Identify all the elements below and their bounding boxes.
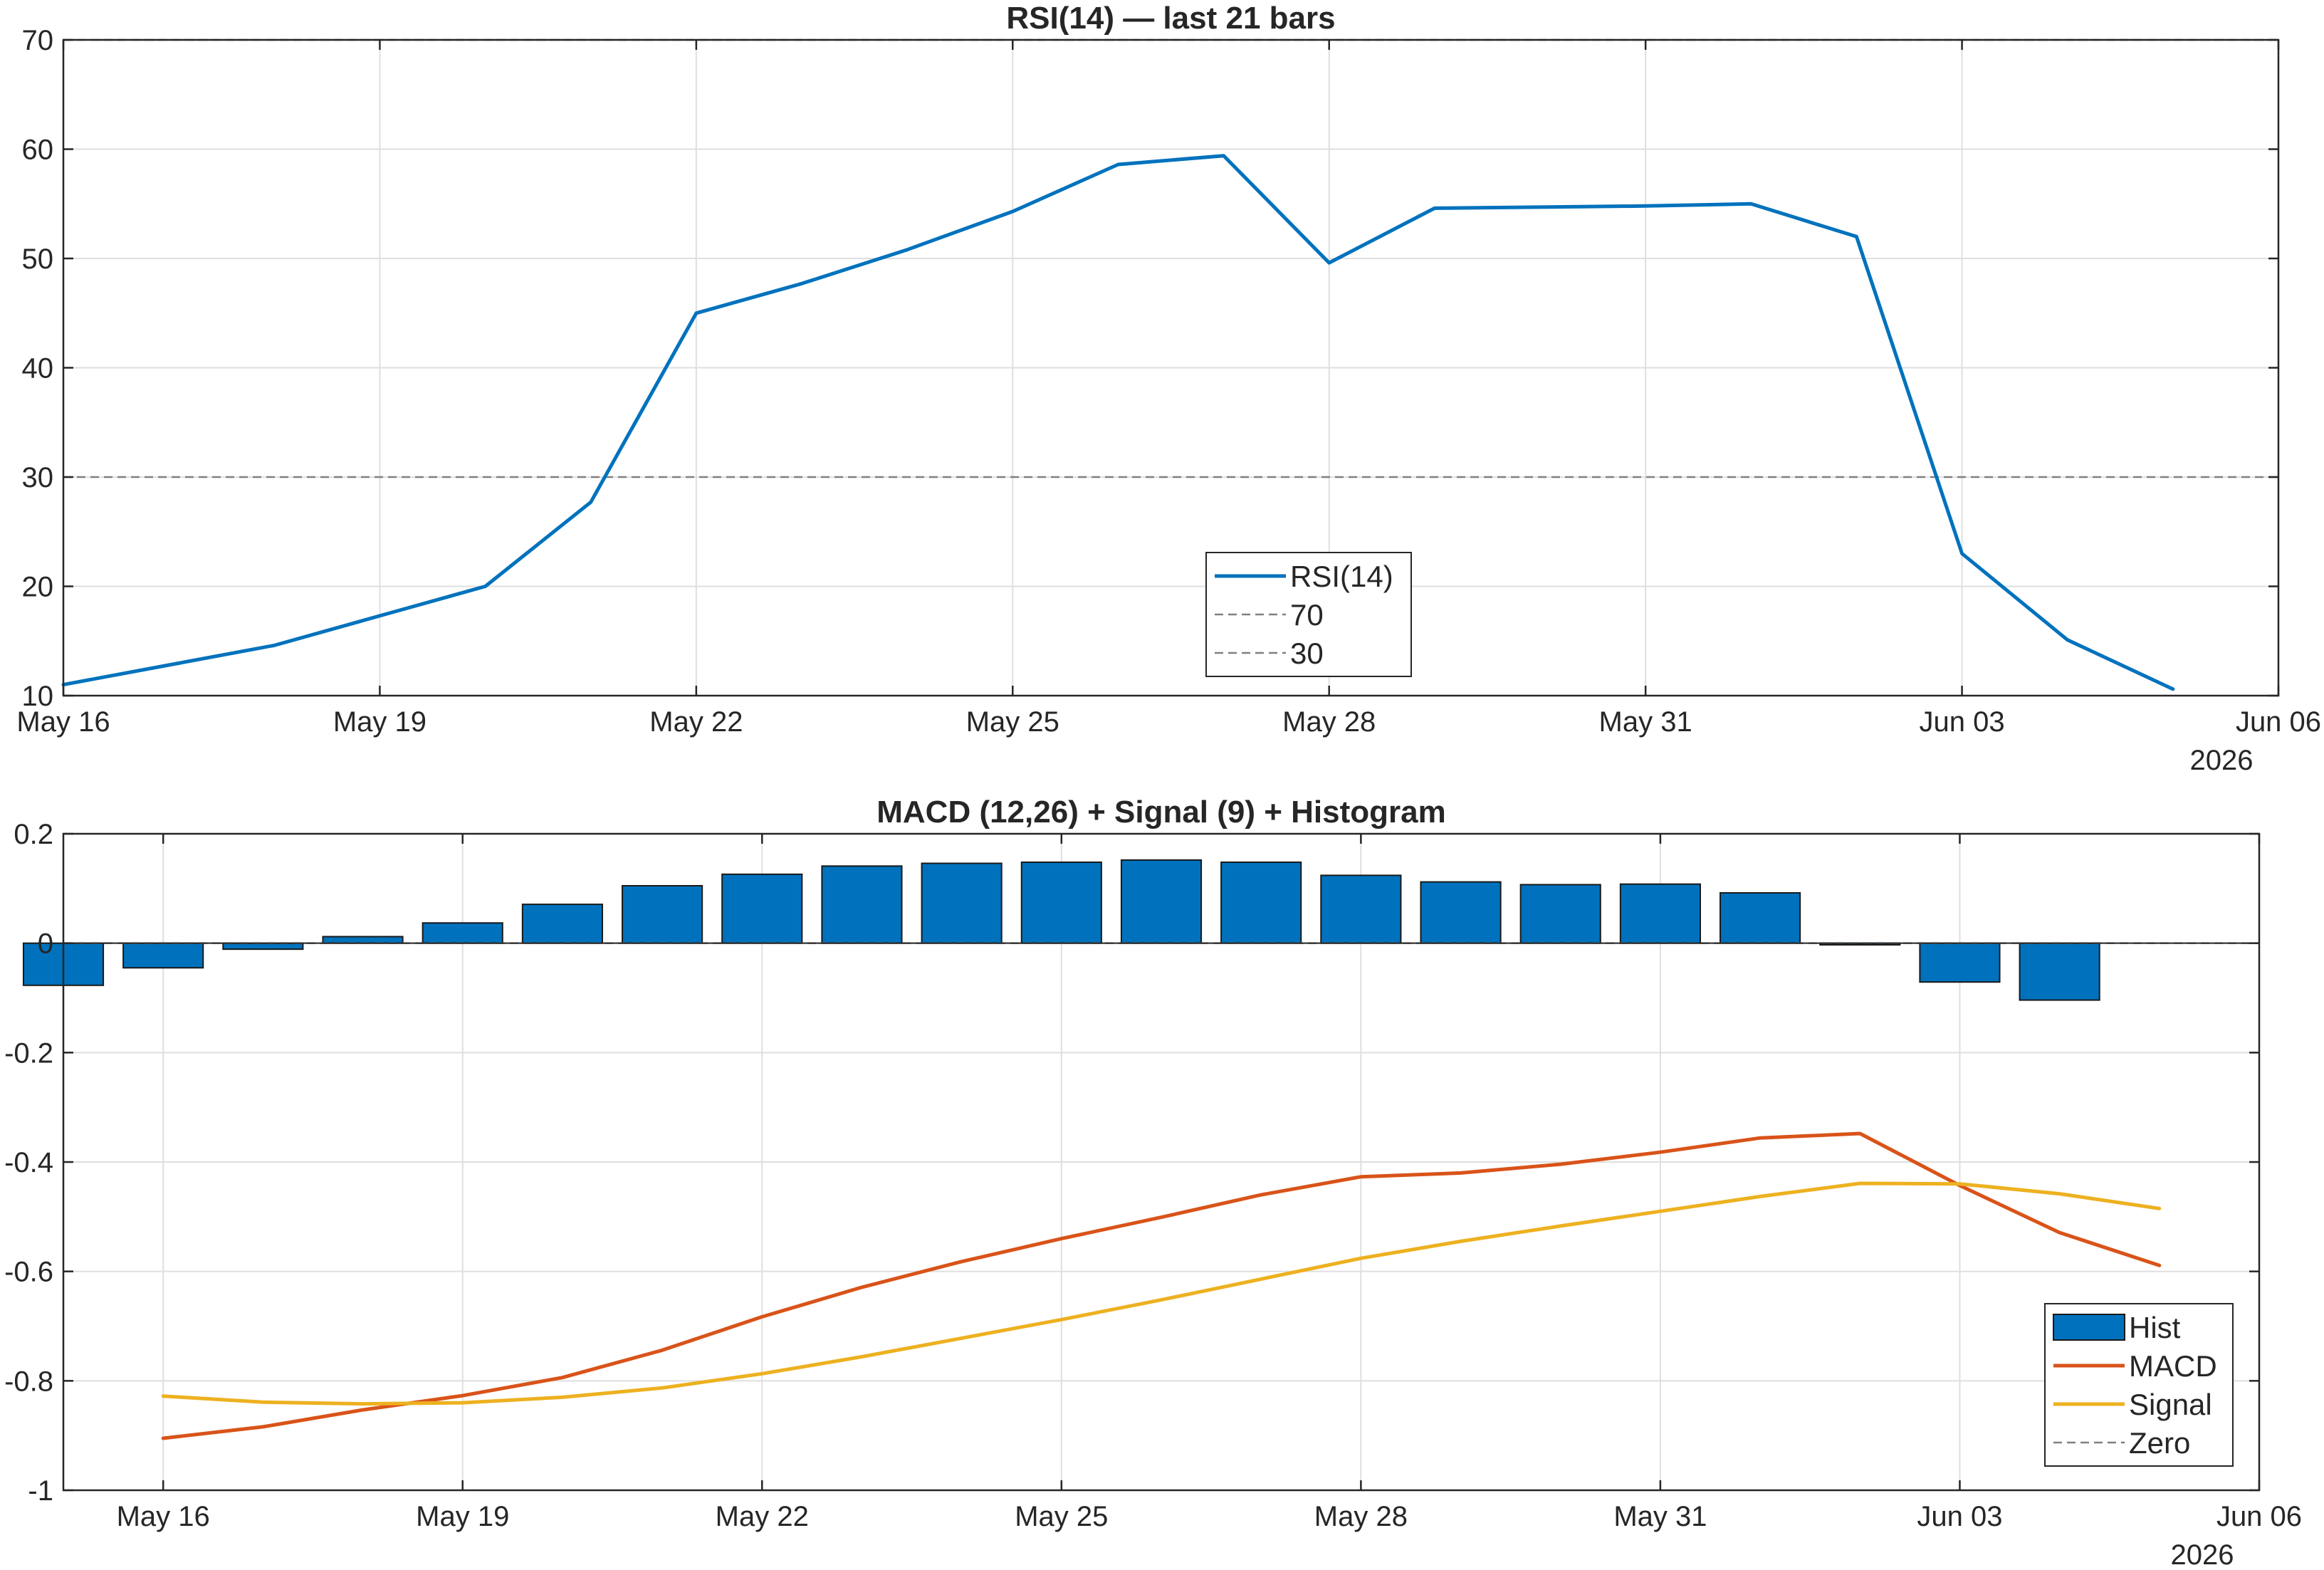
- hist-bar: [721, 873, 803, 944]
- panel-macd: May 16 May 19 May 22 May 25 May 28 May 31 Jun …: [4, 795, 2302, 1570]
- x-tick-label: Jun 06: [2216, 1501, 2302, 1532]
- hist-bar: [1120, 859, 1203, 944]
- legend-label: Hist: [2129, 1311, 2181, 1344]
- x-year-label: 2026: [2171, 1539, 2234, 1566]
- x-tick-label: Jun 03: [1920, 706, 2005, 738]
- y-tick-label: -1: [28, 1475, 53, 1507]
- x-tick-label: May 22: [649, 706, 743, 738]
- hist-bar: [521, 904, 603, 944]
- x-tick-label: Jun 06: [2236, 706, 2321, 738]
- y-tick-label: 60: [22, 135, 54, 166]
- series-line-macd: [161, 1131, 2162, 1440]
- x-tick-label: May 19: [333, 706, 426, 738]
- hist-bar: [1720, 891, 1801, 944]
- hist-bar: [1420, 881, 1502, 944]
- y-tick-label: 70: [22, 25, 54, 56]
- y-tick-label: 30: [22, 462, 54, 493]
- chart-title: MACD (12,26) + Signal (9) + Histogram: [876, 795, 1446, 830]
- x-tick-label: May 19: [416, 1501, 509, 1532]
- chart-title: RSI(14) — last 21 bars: [1006, 1, 1335, 36]
- y-tick-label: -0.2: [4, 1037, 53, 1069]
- y-tick-label: -0.8: [4, 1366, 53, 1397]
- x-tick-label: May 28: [1314, 1501, 1408, 1532]
- hist-bar: [222, 942, 304, 951]
- x-tick-label: Jun 03: [1917, 1501, 2002, 1532]
- legend-label: 70: [1290, 598, 1324, 632]
- y-tick-label: -0.6: [4, 1257, 53, 1288]
- hist-bar: [1220, 861, 1302, 944]
- hist-bar: [1519, 884, 1601, 944]
- hist-bar: [1320, 874, 1402, 944]
- hist-bar: [622, 884, 703, 944]
- y-tick-label: 20: [22, 572, 54, 603]
- legend-label: RSI(14): [1290, 560, 1393, 593]
- hist-bar: [921, 862, 1003, 944]
- legend-label: Signal: [2129, 1388, 2212, 1421]
- hist-bar: [1619, 883, 1701, 944]
- x-tick-label: May 28: [1282, 706, 1376, 738]
- hist-bar: [1020, 861, 1102, 944]
- x-tick-label: May 31: [1613, 1501, 1707, 1532]
- hist-bar: [1919, 942, 2001, 983]
- y-tick-label: 0: [38, 928, 53, 960]
- y-tick-label: 0.2: [14, 819, 53, 850]
- y-tick-label: 40: [22, 353, 54, 384]
- legend-label: 30: [1290, 637, 1324, 670]
- hist-bar: [2019, 942, 2100, 1001]
- x-year-label: 2026: [2190, 745, 2254, 776]
- legend-box: [1205, 552, 1412, 677]
- hist-bar: [821, 865, 903, 944]
- y-tick-label: 10: [22, 681, 54, 712]
- x-tick-label: May 22: [716, 1501, 809, 1532]
- hist-bar: [422, 922, 503, 944]
- series-line-signal: [161, 1181, 2162, 1406]
- x-tick-label: May 16: [16, 706, 110, 738]
- series-line-rsi-14: [61, 154, 2175, 691]
- y-tick-label: -0.4: [4, 1147, 53, 1178]
- x-tick-label: May 25: [966, 706, 1059, 738]
- legend-label: Zero: [2129, 1426, 2190, 1460]
- x-tick-label: May 25: [1015, 1501, 1108, 1532]
- panel-rsi: May 16 May 19 May 22 May 25 May 28 May 31 Jun …: [16, 1, 2321, 776]
- legend-label: MACD: [2129, 1349, 2217, 1383]
- x-tick-label: May 31: [1599, 706, 1692, 738]
- x-tick-label: May 16: [117, 1501, 210, 1532]
- y-tick-label: 50: [22, 244, 54, 275]
- hist-bar: [122, 942, 204, 969]
- hist-bar: [322, 936, 404, 944]
- legend-swatch-hist: [2053, 1314, 2125, 1341]
